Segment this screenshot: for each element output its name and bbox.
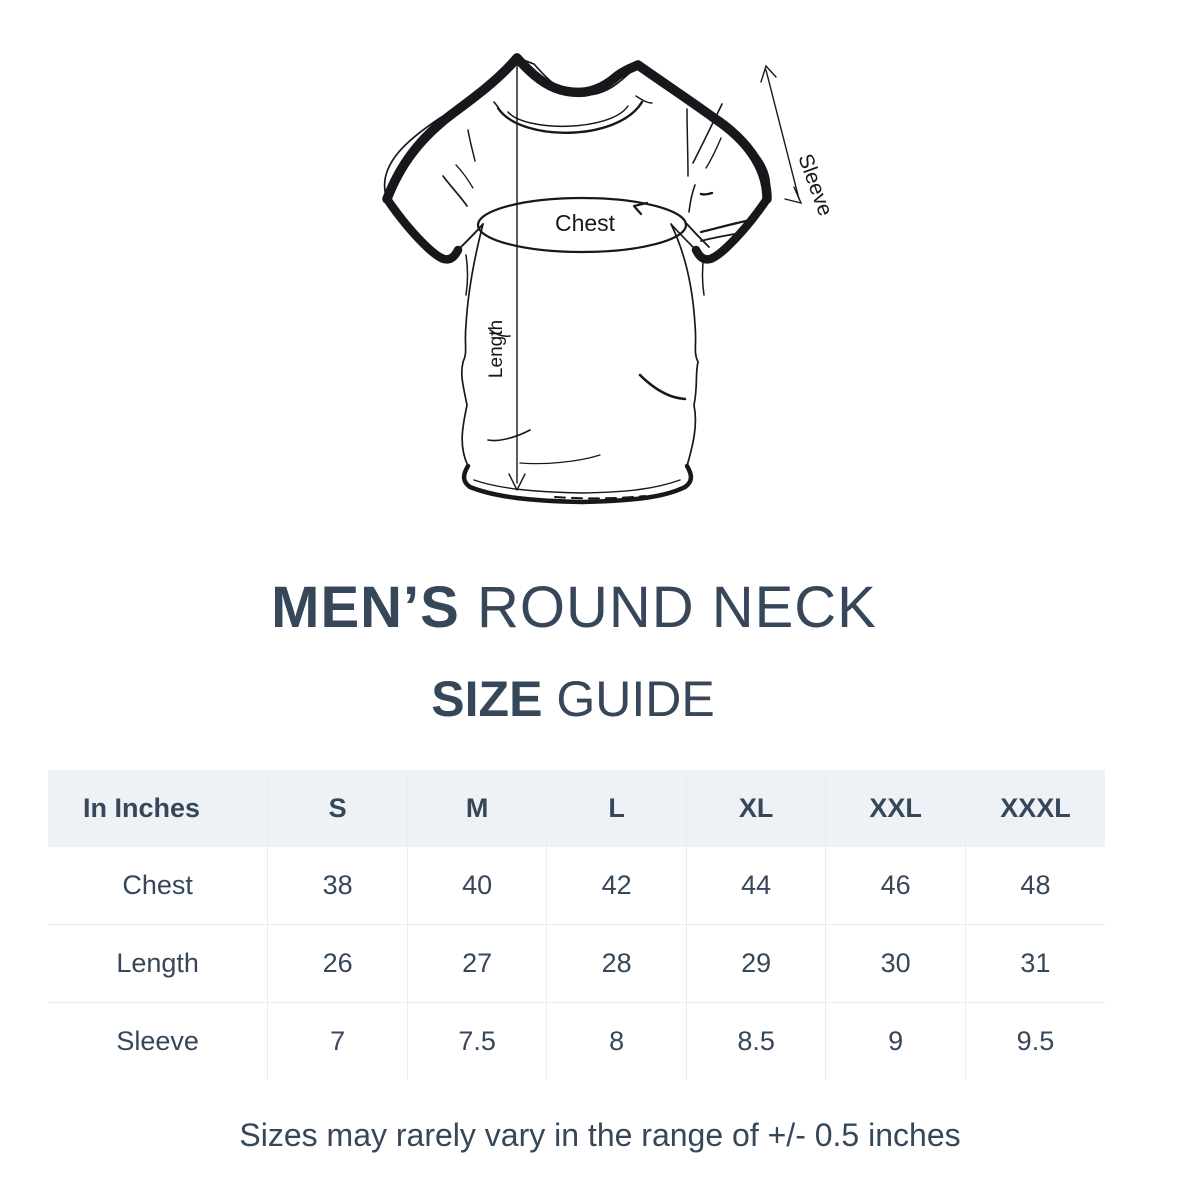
svg-text:Chest: Chest	[555, 210, 616, 236]
svg-text:Length: Length	[486, 320, 507, 378]
svg-text:Sleeve: Sleeve	[793, 151, 837, 219]
